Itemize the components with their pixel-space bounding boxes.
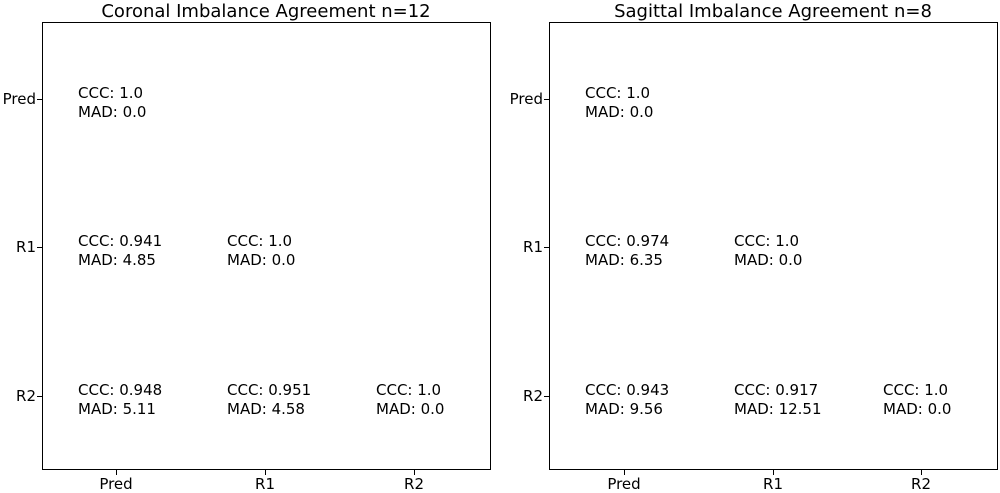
ccc-value: CCC: 1.0 (376, 381, 442, 399)
cell-annotation: CCC: 1.0 MAD: 0.0 (734, 232, 802, 270)
x-tick-label: R2 (911, 475, 931, 493)
mad-value: MAD: 0.0 (734, 251, 803, 269)
cell-annotation: CCC: 1.0 MAD: 0.0 (883, 381, 951, 419)
cell-annotation: CCC: 1.0 MAD: 0.0 (227, 232, 295, 270)
x-tick-mark (116, 470, 117, 475)
y-tick-label: R1 (16, 238, 36, 256)
ccc-value: CCC: 0.941 (78, 232, 163, 250)
panel-title: Sagittal Imbalance Agreement n=8 (614, 1, 932, 22)
cell-annotation: CCC: 0.974 MAD: 6.35 (585, 232, 669, 270)
mad-value: MAD: 9.56 (585, 400, 663, 418)
cell-annotation: CCC: 0.917 MAD: 12.51 (734, 381, 822, 419)
mad-value: MAD: 4.85 (78, 251, 156, 269)
plot-frame (549, 22, 998, 470)
cell-annotation: CCC: 0.948 MAD: 5.11 (78, 381, 162, 419)
mad-value: MAD: 0.0 (227, 251, 296, 269)
ccc-value: CCC: 1.0 (883, 381, 949, 399)
ccc-value: CCC: 0.951 (227, 381, 312, 399)
plot-frame (42, 22, 491, 470)
cell-annotation: CCC: 1.0 MAD: 0.0 (78, 84, 146, 122)
y-tick-mark (544, 99, 549, 100)
y-tick-mark (544, 396, 549, 397)
y-tick-label: Pred (2, 90, 36, 108)
x-tick-mark (624, 470, 625, 475)
ccc-value: CCC: 1.0 (78, 84, 144, 102)
y-tick-label: Pred (509, 90, 543, 108)
y-tick-mark (544, 247, 549, 248)
cell-annotation: CCC: 0.943 MAD: 9.56 (585, 381, 669, 419)
cell-annotation: CCC: 0.941 MAD: 4.85 (78, 232, 162, 270)
panel-title: Coronal Imbalance Agreement n=12 (101, 1, 431, 22)
ccc-value: CCC: 0.917 (734, 381, 819, 399)
x-tick-mark (773, 470, 774, 475)
x-tick-mark (921, 470, 922, 475)
mad-value: MAD: 0.0 (376, 400, 445, 418)
y-tick-label: R1 (523, 238, 543, 256)
ccc-value: CCC: 0.943 (585, 381, 670, 399)
x-tick-label: R2 (404, 475, 424, 493)
x-tick-mark (265, 470, 266, 475)
mad-value: MAD: 4.58 (227, 400, 305, 418)
mad-value: MAD: 12.51 (734, 400, 822, 418)
mad-value: MAD: 0.0 (585, 103, 654, 121)
ccc-value: CCC: 0.948 (78, 381, 163, 399)
ccc-value: CCC: 1.0 (734, 232, 800, 250)
y-tick-label: R2 (16, 387, 36, 405)
mad-value: MAD: 0.0 (78, 103, 147, 121)
x-tick-label: Pred (99, 475, 133, 493)
coronal-agreement-panel: Coronal Imbalance Agreement n=12 Pred R1 R… (0, 0, 500, 493)
ccc-value: CCC: 0.974 (585, 232, 670, 250)
y-tick-mark (37, 396, 42, 397)
cell-annotation: CCC: 0.951 MAD: 4.58 (227, 381, 311, 419)
mad-value: MAD: 6.35 (585, 251, 663, 269)
sagittal-agreement-panel: Sagittal Imbalance Agreement n=8 Pred R1 R… (500, 0, 1000, 493)
ccc-value: CCC: 1.0 (585, 84, 651, 102)
y-tick-mark (37, 99, 42, 100)
mad-value: MAD: 0.0 (883, 400, 952, 418)
mad-value: MAD: 5.11 (78, 400, 156, 418)
cell-annotation: CCC: 1.0 MAD: 0.0 (585, 84, 653, 122)
y-tick-mark (37, 247, 42, 248)
x-tick-label: Pred (607, 475, 641, 493)
x-tick-mark (414, 470, 415, 475)
x-tick-label: R1 (763, 475, 783, 493)
y-tick-label: R2 (523, 387, 543, 405)
x-tick-label: R1 (255, 475, 275, 493)
cell-annotation: CCC: 1.0 MAD: 0.0 (376, 381, 444, 419)
ccc-value: CCC: 1.0 (227, 232, 293, 250)
